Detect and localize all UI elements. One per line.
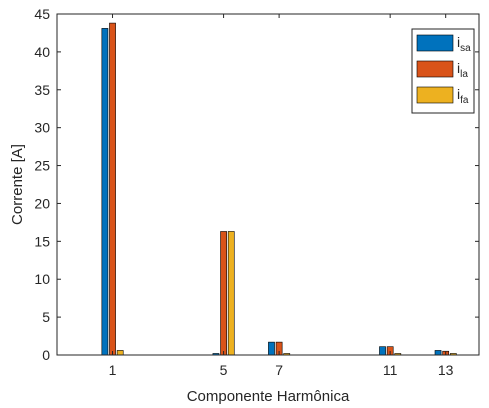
- bar-fa-h1: [116, 350, 124, 356]
- legend-swatch-la: [416, 60, 454, 78]
- y-tick-label: 5: [42, 309, 50, 325]
- bar-la-h5: [220, 231, 227, 356]
- y-tick-label: 0: [42, 347, 50, 363]
- y-tick-label: 40: [34, 44, 50, 60]
- plot-frame: [56, 13, 480, 356]
- x-axis: 1 5 7 11 13: [109, 14, 454, 378]
- bar-sa-h7: [268, 341, 275, 356]
- legend-swatch-fa: [416, 86, 454, 104]
- bar-fa-h5: [227, 231, 235, 356]
- x-axis-label: Componente Harmônica: [187, 388, 350, 405]
- y-tick-label: 30: [34, 120, 50, 136]
- x-tick-label: 7: [275, 362, 283, 378]
- legend-label-la: ila: [457, 60, 468, 80]
- bar-sa-h1: [101, 28, 109, 356]
- y-tick-label: 45: [34, 6, 50, 22]
- y-tick-label: 15: [34, 233, 50, 249]
- y-tick-label: 35: [34, 82, 50, 98]
- legend-swatch-sa: [416, 34, 454, 52]
- x-tick-label: 5: [220, 362, 228, 378]
- bar-sa-h13: [434, 350, 442, 356]
- x-tick-label: 1: [109, 362, 117, 378]
- y-axis: 0 5 10 15 20 25 30 35 40 45: [34, 6, 479, 363]
- y-axis-label: Corrente [A]: [9, 144, 26, 225]
- bar-sa-h11: [379, 346, 386, 356]
- y-tick-label: 20: [34, 195, 50, 211]
- bars-group: [101, 22, 457, 356]
- y-tick-label: 25: [34, 158, 50, 174]
- bar-la-h1: [109, 22, 116, 356]
- x-tick-label: 11: [383, 362, 398, 378]
- x-tick-label: 13: [438, 362, 454, 378]
- legend-label-fa: ifa: [457, 86, 469, 106]
- y-tick-label: 10: [34, 271, 50, 287]
